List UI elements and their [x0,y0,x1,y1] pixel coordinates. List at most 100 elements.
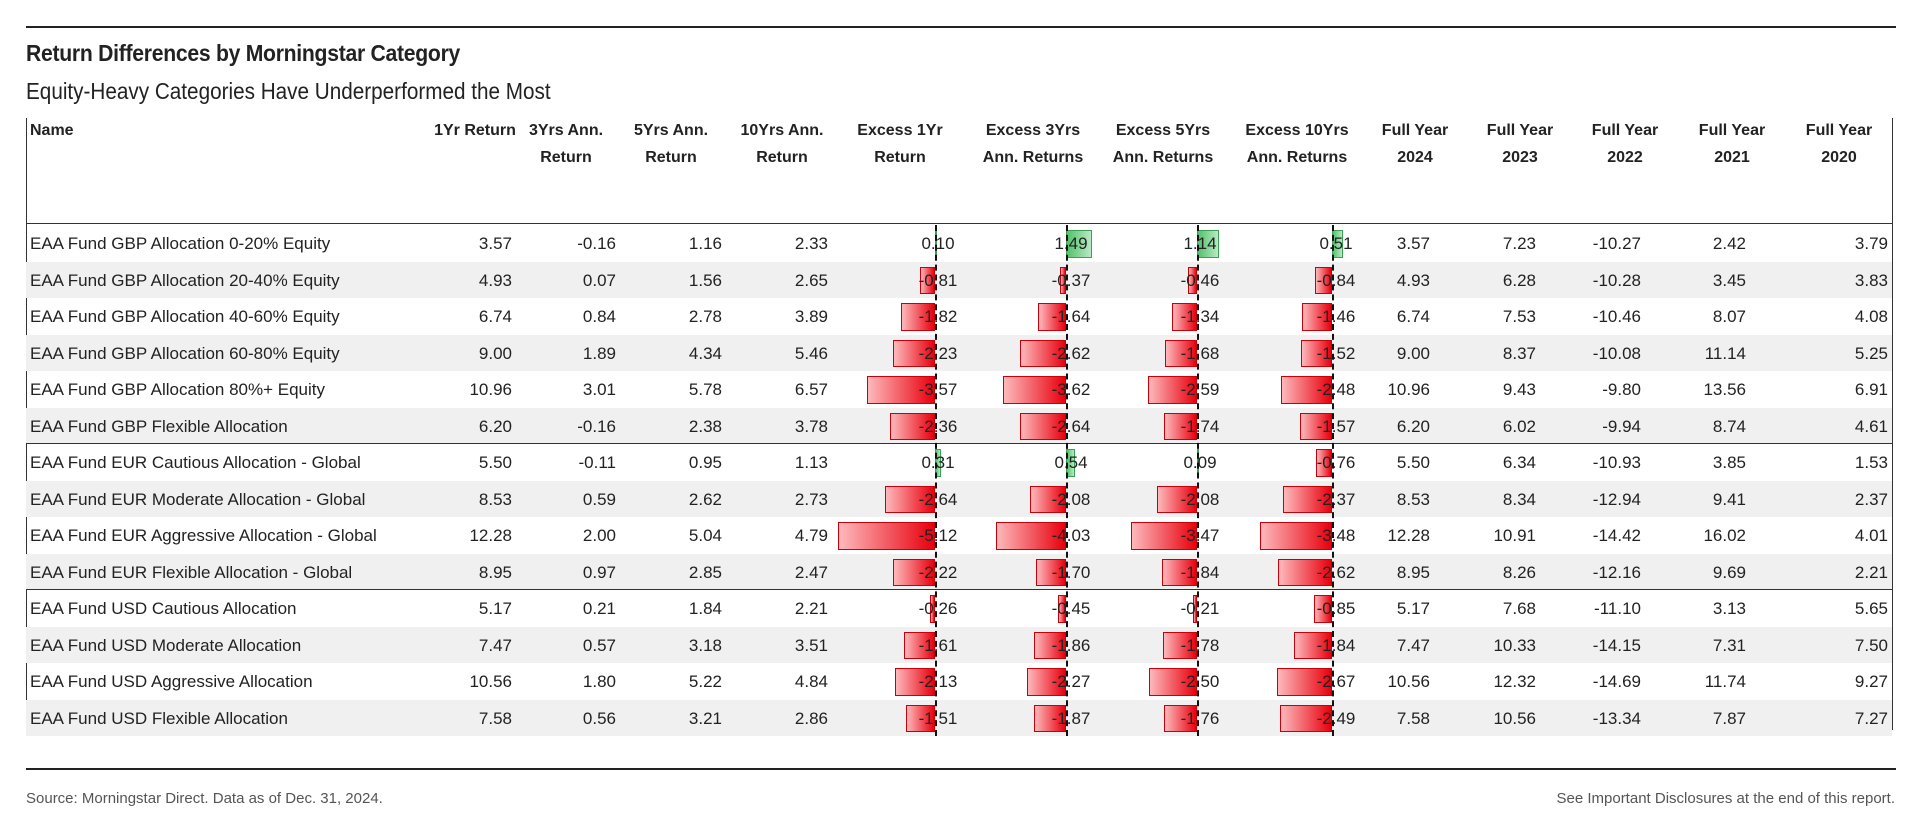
returns-table: Name 1Yr Return 3Yrs Ann. Return 5Yrs Ann. … [26,118,1893,736]
zero-axis-line [1197,225,1199,736]
table-cell: 6.02 [1502,416,1536,436]
table-cell: 1.84 [688,599,722,618]
excess-return-bar [1020,339,1066,367]
row-name: EAA Fund GBP Allocation 20-40% Equity [30,270,340,290]
chart-subtitle: Equity-Heavy Categories Have Underperfor… [26,78,551,104]
table-cell: 7.58 [1396,708,1430,728]
column-header: Full Year 2023 [1486,122,1554,166]
excess-return-label: -1.78 [1180,635,1220,655]
header-divider [26,223,1892,224]
excess-return-label: -1.52 [1316,343,1356,363]
table-cell: 4.61 [1854,416,1888,436]
row-name: EAA Fund USD Cautious Allocation [30,599,297,618]
table-cell: 12.28 [1387,526,1430,545]
table-cell: 5.46 [794,343,828,363]
excess-return-label: -1.84 [1180,562,1220,582]
table-cell: 10.56 [469,672,512,691]
column-header: 1Yr Return [434,122,516,139]
excess-return-label: -1.86 [1051,635,1091,655]
excess-return-label: -2.62 [1051,343,1091,363]
row-shade [26,699,1892,736]
table-cell: -10.27 [1592,234,1641,253]
table-cell: 8.95 [1396,562,1430,582]
table-cell: 5.17 [1396,599,1430,618]
excess-return-bar [1301,303,1332,331]
table-cell: 7.68 [1502,599,1536,618]
excess-return-bar [867,376,935,404]
excess-return-bar [1165,339,1197,367]
excess-return-bar [892,339,935,367]
excess-return-label: -1.70 [1051,562,1091,582]
table-cell: -0.11 [578,453,617,472]
table-cell: 3.57 [1396,234,1430,253]
excess-return-label: -2.22 [918,562,958,582]
table-cell: -9.80 [1602,380,1641,399]
table-cell: -0.16 [577,416,616,436]
row-name: EAA Fund EUR Flexible Allocation - Globa… [30,562,353,582]
table-cell: 7.87 [1712,708,1746,728]
table-cell: 6.28 [1502,270,1536,290]
excess-return-bar [1314,595,1332,623]
table-cell: 0.56 [582,708,616,728]
excess-return-bar [1157,485,1197,513]
chart-title: Return Differences by Morningstar Catego… [26,40,461,66]
table-cell: 8.74 [1712,416,1746,436]
excess-return-label: -0.81 [918,270,958,290]
excess-return-label: -1.34 [1180,307,1220,326]
table-cell: 12.28 [469,526,512,545]
row-name: EAA Fund USD Flexible Allocation [30,708,288,728]
excess-return-bar [1293,631,1332,659]
table-cell: -14.42 [1592,526,1641,545]
table-cell: 5.17 [478,599,512,618]
table-cell: 2.78 [688,307,722,326]
excess-return-bar [906,704,935,732]
table-cell: 2.21 [794,599,828,618]
excess-return-label: 0.10 [921,234,955,253]
excess-return-label: 0.31 [921,453,955,472]
excess-return-bar [892,558,935,586]
excess-return-bar [1277,558,1332,586]
excess-return-label: -2.36 [918,416,958,436]
excess-return-label: -2.49 [1316,708,1356,728]
row-name: EAA Fund GBP Flexible Allocation [30,416,288,436]
excess-return-label: -0.46 [1180,270,1220,290]
excess-return-bar [1162,558,1197,586]
excess-return-label: -2.64 [1051,416,1091,436]
table-cell: 5.50 [478,453,512,472]
excess-return-bar [1058,595,1066,623]
table-cell: 7.47 [478,635,512,655]
table-cell: 9.00 [1396,343,1430,363]
excess-return-label: -0.26 [918,599,958,618]
excess-return-bar [1029,485,1066,513]
table-cell: 4.34 [688,343,722,363]
table-cell: 2.86 [794,708,828,728]
column-header: Full Year 2021 [1698,122,1766,166]
table-cell: 9.27 [1854,672,1888,691]
excess-return-bar [1299,412,1332,440]
excess-return-bar [904,631,935,659]
table-cell: 4.93 [1396,270,1430,290]
excess-return-bar [1036,558,1066,586]
excess-return-bar [1282,485,1332,513]
row-name: EAA Fund EUR Cautious Allocation - Globa… [30,453,361,472]
excess-return-label: -1.76 [1180,708,1220,728]
excess-return-label: -3.48 [1316,526,1356,545]
table-cell: 3.13 [1712,599,1746,618]
table-cell: 2.37 [1854,489,1888,509]
table-cell: 2.73 [794,489,828,509]
table-cell: 6.74 [1396,307,1430,326]
excess-return-label: -2.08 [1180,489,1220,509]
table-cell: 8.26 [1502,562,1536,582]
table-cell: -14.15 [1592,635,1641,655]
column-header: Full Year 2022 [1591,122,1659,166]
zero-axis-line [1066,225,1068,736]
table-cell: 3.78 [794,416,828,436]
table-cell: 1.80 [582,672,616,691]
table-cell: 0.57 [582,635,616,655]
table-cell: 5.04 [688,526,722,545]
row-name: EAA Fund EUR Moderate Allocation - Globa… [30,489,366,509]
excess-return-bar [1020,412,1066,440]
row-name: EAA Fund USD Aggressive Allocation [30,672,313,691]
table-cell: 12.32 [1493,672,1536,691]
table-cell: 10.96 [1387,380,1430,399]
